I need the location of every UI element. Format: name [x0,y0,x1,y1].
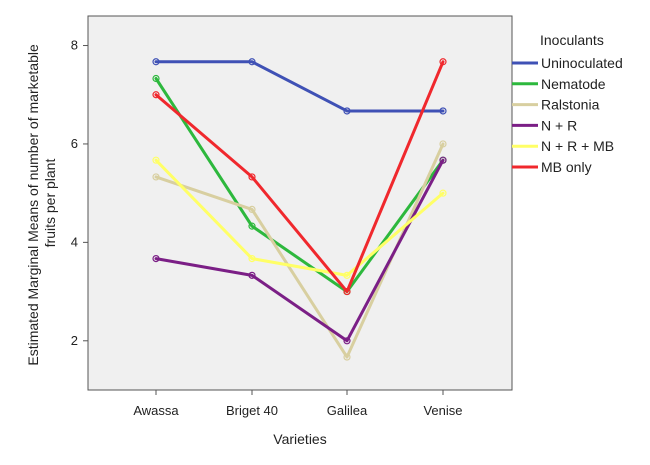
legend-label: N + R + MB [541,138,614,154]
x-axis-title: Varieties [273,431,326,447]
legend-label: Ralstonia [541,97,600,113]
x-axis: Awassa Briget 40 Galilea Venise [133,390,463,418]
data-point [343,353,351,361]
series-line-n-r [154,158,445,343]
series-line-n-r-mb [154,158,445,277]
data-point [152,156,160,164]
y-tick-label: 6 [71,136,78,151]
y-axis: 2 4 6 8 [71,38,88,348]
data-point [248,255,256,263]
series-line-nematode [154,76,445,294]
data-point [439,140,447,148]
legend-label: N + R [541,117,577,133]
data-point [343,287,351,296]
data-point [343,337,351,345]
x-tick-label: Galilea [327,403,368,418]
y-axis-title-line-1: Estimated Marginal Means of number of ma… [25,44,41,366]
data-point [152,255,160,263]
legend-title: Inoculants [540,32,604,48]
data-point [248,58,256,66]
legend-label: Uninoculated [541,55,623,71]
x-tick-label: Venise [423,403,462,418]
legend: Inoculants Uninoculated Nematode Ralstonia… [512,32,623,175]
data-point [343,271,351,279]
data-point [152,91,160,99]
data-point [248,173,256,181]
legend-label: MB only [541,159,592,175]
y-axis-title-line-2: fruits per plant [42,159,58,248]
y-tick-label: 2 [71,333,78,348]
data-point [343,107,351,115]
series-line-uninoculated [154,60,445,113]
series-mb-only [152,58,447,296]
data-point [152,74,160,83]
data-point [439,107,447,115]
data-point [248,271,256,279]
legend-label: Nematode [541,76,606,92]
data-point [152,58,160,66]
x-tick-label: Awassa [133,403,179,418]
series-layer [152,58,447,361]
series-n-r [152,156,447,345]
data-point [152,173,160,181]
x-tick-label: Briget 40 [226,403,278,418]
data-point [248,222,256,230]
series-n-r-mb [152,156,447,279]
data-point [439,156,447,164]
plot-area [87,15,513,391]
data-point [439,58,447,66]
y-tick-label: 8 [71,38,78,53]
data-point [439,189,447,197]
series-line-mb-only [154,60,445,294]
y-tick-label: 4 [71,234,78,249]
y-axis-title: Estimated Marginal Means of number of ma… [25,40,58,365]
data-point [248,205,256,213]
series-uninoculated [152,58,447,115]
